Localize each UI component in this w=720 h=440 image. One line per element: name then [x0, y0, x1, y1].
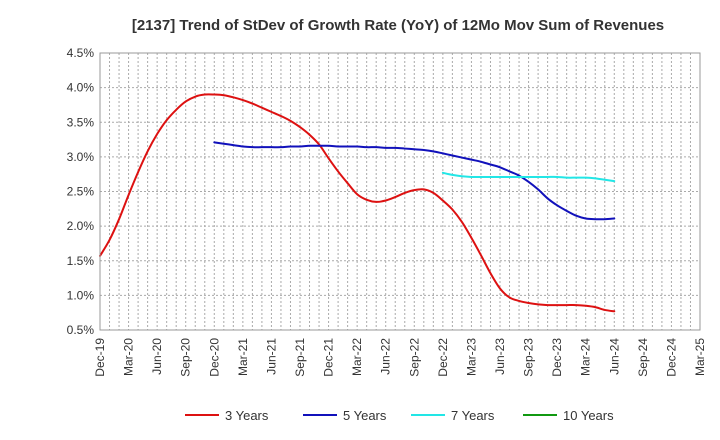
legend-label: 3 Years [225, 408, 269, 423]
chart-title: [2137] Trend of StDev of Growth Rate (Yo… [132, 17, 664, 34]
legend-label: 7 Years [451, 408, 495, 423]
x-tick-label: Jun-21 [264, 338, 278, 375]
y-tick-label: 1.5% [67, 254, 95, 268]
x-tick-label: Sep-21 [293, 338, 307, 377]
legend: 3 Years 5 Years 7 Years 10 Years [185, 408, 614, 423]
y-tick-label: 4.0% [67, 81, 95, 95]
grid-lines [100, 53, 700, 330]
x-axis: Dec-19 Mar-20 Jun-20 Sep-20 Dec-20 Mar-21 Jun-… [93, 338, 707, 377]
x-tick-label: Dec-22 [436, 338, 450, 377]
x-tick-label: Sep-24 [636, 338, 650, 377]
x-tick-label: Sep-20 [179, 338, 193, 377]
x-tick-label: Mar-22 [350, 338, 364, 376]
legend-label: 5 Years [343, 408, 387, 423]
x-tick-label: Dec-23 [550, 338, 564, 377]
y-tick-label: 4.5% [67, 46, 95, 60]
y-tick-label: 2.5% [67, 185, 95, 199]
x-tick-label: Jun-20 [150, 338, 164, 375]
x-tick-label: Mar-25 [693, 338, 707, 376]
y-axis: 0.5% 1.0% 1.5% 2.0% 2.5% 3.0% 3.5% 4.0% 4.5% [67, 46, 95, 337]
x-tick-label: Jun-22 [379, 338, 393, 375]
x-tick-label: Dec-19 [93, 338, 107, 377]
x-tick-label: Mar-23 [464, 338, 478, 376]
series-line-3-years [99, 93, 616, 313]
series-line-7-years [441, 171, 616, 183]
y-tick-label: 3.0% [67, 150, 95, 164]
legend-label: 10 Years [563, 408, 614, 423]
y-tick-label: 3.5% [67, 115, 95, 129]
x-tick-label: Mar-20 [122, 338, 136, 376]
series-line-5-years [213, 141, 616, 221]
x-tick-label: Jun-23 [493, 338, 507, 375]
x-tick-label: Sep-23 [522, 338, 536, 377]
x-tick-label: Dec-24 [664, 338, 678, 377]
x-tick-label: Mar-21 [236, 338, 250, 376]
x-tick-label: Sep-22 [407, 338, 421, 377]
plot-area-border [99, 52, 701, 331]
y-tick-label: 2.0% [67, 219, 95, 233]
x-tick-label: Dec-21 [322, 338, 336, 377]
x-tick-label: Dec-20 [207, 338, 221, 377]
y-tick-label: 0.5% [67, 323, 95, 337]
y-tick-label: 1.0% [67, 288, 95, 302]
series-layer [99, 93, 616, 313]
x-tick-label: Jun-24 [607, 338, 621, 375]
x-tick-label: Mar-24 [579, 338, 593, 376]
